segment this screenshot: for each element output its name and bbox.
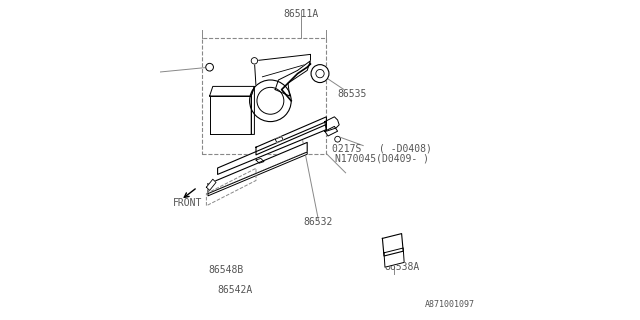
Circle shape [335, 136, 340, 142]
Text: 86532: 86532 [304, 217, 333, 228]
Text: N170045(D0409- ): N170045(D0409- ) [335, 153, 429, 164]
Polygon shape [208, 152, 307, 196]
Polygon shape [256, 117, 326, 155]
Bar [202, 38, 326, 154]
Polygon shape [325, 117, 339, 131]
Polygon shape [275, 61, 310, 96]
Text: 0217S   ( -D0408): 0217S ( -D0408) [332, 144, 433, 154]
Polygon shape [275, 137, 283, 142]
Text: 86548B: 86548B [208, 265, 243, 276]
Circle shape [250, 80, 291, 122]
Text: A871001097: A871001097 [425, 300, 475, 309]
Polygon shape [218, 122, 326, 174]
Polygon shape [210, 86, 254, 96]
Circle shape [251, 58, 257, 64]
Polygon shape [384, 248, 404, 267]
Text: 86542A: 86542A [218, 284, 253, 295]
Polygon shape [256, 158, 264, 163]
Circle shape [311, 65, 329, 83]
Polygon shape [383, 234, 403, 256]
Polygon shape [210, 96, 251, 134]
Text: 86538A: 86538A [384, 262, 419, 272]
Text: 86511A: 86511A [283, 9, 319, 20]
Polygon shape [325, 126, 338, 136]
Text: FRONT: FRONT [173, 198, 202, 208]
Circle shape [206, 63, 214, 71]
Circle shape [257, 87, 284, 114]
Polygon shape [206, 179, 216, 190]
Polygon shape [251, 86, 254, 134]
Polygon shape [208, 142, 307, 194]
Text: 86535: 86535 [337, 89, 367, 100]
